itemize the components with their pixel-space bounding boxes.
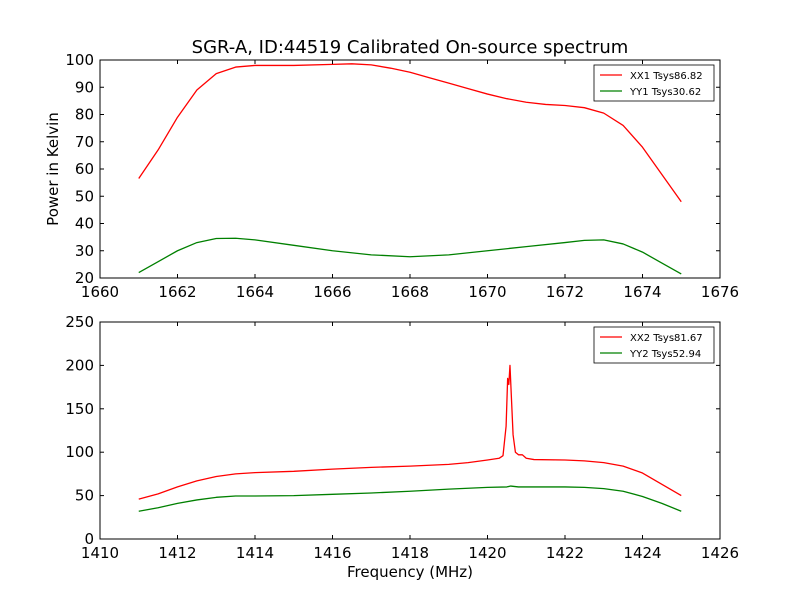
x-tick-label: 1416 <box>313 544 351 562</box>
y-tick-label: 60 <box>75 160 94 178</box>
legend: XX1 Tsys86.82 YY1 Tsys30.62 <box>593 64 715 102</box>
x-tick-label: 1670 <box>468 283 506 301</box>
x-tick-label: 1420 <box>468 544 506 562</box>
y-tick-label: 100 <box>65 443 94 461</box>
legend: XX2 Tsys81.67 YY2 Tsys52.94 <box>593 326 715 364</box>
y-tick-label: 50 <box>75 487 94 505</box>
figure-title: SGR-A, ID:44519 Calibrated On-source spe… <box>192 37 629 58</box>
x-tick-label: 1676 <box>701 283 739 301</box>
y-tick-label: 20 <box>75 269 94 287</box>
series-line-2 <box>138 237 682 275</box>
x-tick-label: 1668 <box>391 283 429 301</box>
legend-box <box>593 64 715 102</box>
y-tick-label: 0 <box>84 530 94 548</box>
x-tick-label: 1426 <box>701 544 739 562</box>
legend-label-1: XX1 Tsys86.82 <box>630 71 703 82</box>
y-axis-label: Power in Kelvin <box>44 112 62 226</box>
legend-label-2: YY1 Tsys30.62 <box>629 87 701 98</box>
y-tick-label: 90 <box>75 78 94 96</box>
y-tick-label: 30 <box>75 242 94 260</box>
x-tick-label: 1660 <box>81 283 119 301</box>
x-tick-label: 1418 <box>391 544 429 562</box>
legend-label-2: YY2 Tsys52.94 <box>629 349 701 360</box>
x-tick-label: 1410 <box>81 544 119 562</box>
y-tick-label: 80 <box>75 106 94 124</box>
y-tick-label: 200 <box>65 356 94 374</box>
y-tick-label: 70 <box>75 133 94 151</box>
x-tick-label: 1422 <box>546 544 584 562</box>
chart-panel-2: 1410 1412 1414 1416 1418 1420 1422 1424 1426 0 50 1… <box>65 313 739 581</box>
y-tick-label: 40 <box>75 215 94 233</box>
x-axis-label: Frequency (MHz) <box>347 563 473 581</box>
y-tick-label: 150 <box>65 400 94 418</box>
x-tick-label: 1674 <box>623 283 661 301</box>
chart-panel-1: 1660 1662 1664 1666 1668 1670 1672 1674 1676 20 30… <box>44 51 739 301</box>
series-line-1 <box>138 364 682 500</box>
x-tick-label: 1666 <box>313 283 351 301</box>
x-tick-label: 1664 <box>236 283 274 301</box>
series-line-2 <box>138 485 682 512</box>
x-tick-label: 1662 <box>158 283 196 301</box>
y-tick-label: 50 <box>75 187 94 205</box>
y-tick-label: 250 <box>65 313 94 331</box>
x-tick-label: 1424 <box>623 544 661 562</box>
x-tick-label: 1672 <box>546 283 584 301</box>
legend-box <box>593 326 715 364</box>
x-tick-label: 1412 <box>158 544 196 562</box>
series-line-1 <box>138 63 682 203</box>
x-tick-label: 1414 <box>236 544 274 562</box>
y-tick-label: 100 <box>65 51 94 69</box>
legend-label-1: XX2 Tsys81.67 <box>630 333 703 344</box>
